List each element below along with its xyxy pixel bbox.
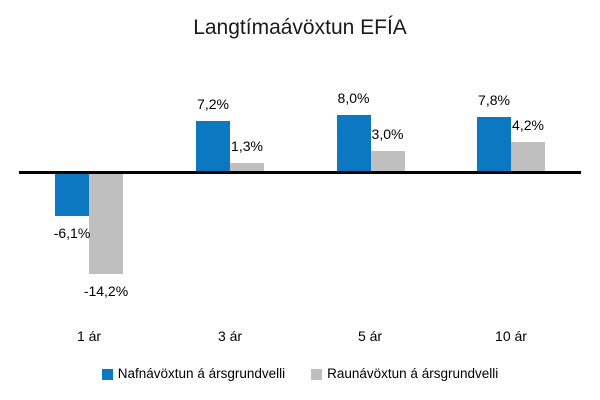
- legend: Nafnávöxtun á ársgrundvelli Raunávöxtun …: [0, 366, 600, 382]
- chart-bar: [55, 172, 89, 217]
- x-axis-line: [19, 171, 581, 174]
- legend-swatch-gray-icon: [311, 368, 323, 380]
- chart-bar: [336, 115, 371, 173]
- bar-value-label: 3,0%: [371, 126, 404, 143]
- category-label-5ar: 5 ár: [357, 328, 383, 344]
- bar-value-label: 4,2%: [512, 117, 544, 134]
- chart-bar: [370, 151, 405, 173]
- chart-bar: [477, 116, 511, 173]
- chart-bar: [196, 121, 230, 173]
- chart-bar: [89, 172, 123, 275]
- legend-label-nafnavoxtun: Nafnávöxtun á ársgrundvelli: [117, 366, 286, 381]
- category-label-10ar: 10 ár: [495, 328, 527, 344]
- category-label-3ar: 3 ár: [217, 328, 243, 344]
- legend-label-raunavoxtun: Raunávöxtun á ársgrundvelli: [327, 366, 499, 381]
- legend-item-nafnavoxtun: Nafnávöxtun á ársgrundvelli: [101, 366, 286, 382]
- chart-bar: [511, 142, 545, 173]
- chart-title: Langtímaávöxtun EFÍA: [193, 16, 407, 39]
- bar-value-label: 7,8%: [478, 91, 510, 108]
- bar-value-label: 7,2%: [197, 96, 229, 113]
- chart-bar: [230, 163, 264, 173]
- bar-value-label: 1,3%: [231, 138, 263, 155]
- bar-value-label: -14,2%: [83, 283, 129, 300]
- bar-value-label: -6,1%: [53, 225, 91, 242]
- bar-value-label: 8,0%: [337, 90, 370, 107]
- category-label-1ar: 1 ár: [76, 328, 102, 344]
- legend-swatch-blue-icon: [101, 368, 113, 380]
- legend-item-raunavoxtun: Raunávöxtun á ársgrundvelli: [311, 366, 498, 382]
